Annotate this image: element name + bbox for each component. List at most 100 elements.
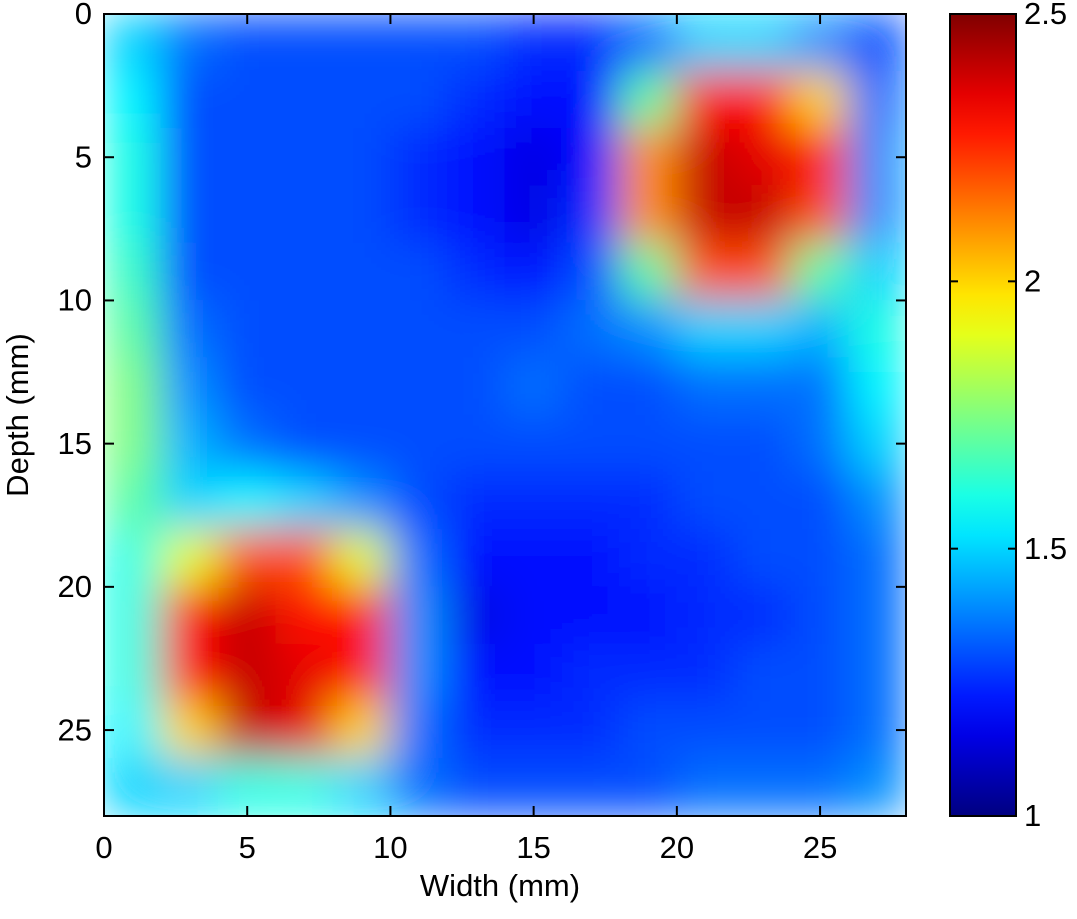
heatmap-cell — [676, 128, 735, 187]
heatmap-cell — [504, 471, 563, 531]
heatmap-cell — [504, 357, 563, 416]
heatmap-cell — [447, 643, 506, 702]
heatmap-cell — [389, 242, 449, 301]
heatmap-cell — [561, 185, 621, 244]
x-tick-label: 15 — [516, 830, 550, 865]
heatmap-cell — [389, 185, 449, 244]
heatmap-cell — [332, 357, 391, 416]
heatmap-cell — [218, 242, 277, 301]
heatmap-cell — [104, 70, 162, 130]
heatmap-cell — [332, 586, 391, 645]
heatmap-cell — [561, 299, 621, 359]
heatmap-cell — [504, 700, 563, 760]
heatmap-cell — [275, 758, 334, 816]
heatmap-cell — [447, 529, 506, 588]
heatmap-cell — [733, 700, 792, 760]
heatmap-cell — [676, 242, 735, 301]
heatmap-cell — [332, 14, 391, 72]
heatmap-cell — [447, 700, 506, 760]
heatmap-cell — [332, 758, 391, 816]
heatmap-cell — [275, 643, 334, 702]
colorbar — [949, 13, 1017, 817]
heatmap-cell — [218, 70, 277, 130]
heatmap-cell — [733, 643, 792, 702]
heatmap-cell — [790, 299, 850, 359]
heatmap-cell — [504, 299, 563, 359]
heatmap-cell — [160, 643, 220, 702]
heatmap-cell — [275, 299, 334, 359]
heatmap-cell — [848, 471, 906, 531]
heatmap-cell — [275, 700, 334, 760]
heatmap-cell — [733, 242, 792, 301]
heatmap-cell — [561, 643, 621, 702]
heatmap-cell — [447, 586, 506, 645]
heatmap-cell — [160, 471, 220, 531]
heatmap-cell — [275, 586, 334, 645]
heatmap-cell — [160, 586, 220, 645]
heatmap-cell — [676, 758, 735, 816]
heatmap-cell — [275, 70, 334, 130]
heatmap-cell — [104, 357, 162, 416]
heatmap-cell — [218, 700, 277, 760]
x-axis-label: Width (mm) — [420, 868, 580, 903]
heatmap-cell — [619, 758, 678, 816]
plot-frame — [103, 13, 907, 817]
heatmap-cell — [619, 14, 678, 72]
heatmap-cell — [389, 414, 449, 473]
heatmap-cell — [790, 128, 850, 187]
heatmap-cell — [790, 414, 850, 473]
heatmap-cell — [790, 586, 850, 645]
colorbar-tick-label: 1 — [1024, 798, 1041, 833]
heatmap-cell — [733, 14, 792, 72]
x-tick-label: 0 — [95, 830, 112, 865]
heatmap-cell — [218, 128, 277, 187]
colorbar-tick-label: 1.5 — [1024, 531, 1067, 566]
heatmap-cell — [218, 643, 277, 702]
heatmap-cell — [619, 128, 678, 187]
heatmap-cell — [275, 471, 334, 531]
heatmap-cell — [790, 643, 850, 702]
heatmap-cell — [160, 299, 220, 359]
heatmap-cell — [218, 586, 277, 645]
y-tick-label: 15 — [58, 426, 92, 461]
heatmap-cell — [504, 242, 563, 301]
x-tick-label: 20 — [660, 830, 694, 865]
heatmap-cell — [848, 242, 906, 301]
heatmap-cell — [676, 586, 735, 645]
heatmap-cell — [619, 299, 678, 359]
heatmap-cell — [104, 471, 162, 531]
heatmap-cell — [561, 471, 621, 531]
heatmap-cell — [733, 471, 792, 531]
heatmap-cell — [104, 299, 162, 359]
heatmap-cell — [104, 529, 162, 588]
heatmap-cell — [733, 414, 792, 473]
heatmap-cell — [275, 529, 334, 588]
y-tick-label: 25 — [58, 712, 92, 747]
heatmap-cell — [389, 299, 449, 359]
heatmap-cell — [619, 471, 678, 531]
heatmap-cell — [676, 185, 735, 244]
y-tick-label: 10 — [58, 283, 92, 318]
heatmap-cell — [160, 758, 220, 816]
y-tick-label: 5 — [75, 139, 92, 174]
heatmap-cell — [332, 471, 391, 531]
heatmap-cell — [733, 586, 792, 645]
heatmap-cell — [160, 242, 220, 301]
heatmap-cell — [504, 643, 563, 702]
heatmap-cell — [561, 14, 621, 72]
heatmap-cell — [275, 357, 334, 416]
heatmap-cell — [389, 643, 449, 702]
heatmap-cell — [160, 529, 220, 588]
heatmap-cell — [447, 758, 506, 816]
heatmap-cell — [561, 70, 621, 130]
heatmap-cell — [848, 357, 906, 416]
heatmap-cell — [218, 414, 277, 473]
heatmap-cell — [389, 14, 449, 72]
heatmap-cell — [676, 471, 735, 531]
heatmap-cell — [332, 299, 391, 359]
heatmap-cell — [275, 14, 334, 72]
x-tick-label: 10 — [373, 830, 407, 865]
heatmap — [104, 14, 906, 816]
heatmap-cell — [733, 758, 792, 816]
heatmap-cell — [619, 185, 678, 244]
